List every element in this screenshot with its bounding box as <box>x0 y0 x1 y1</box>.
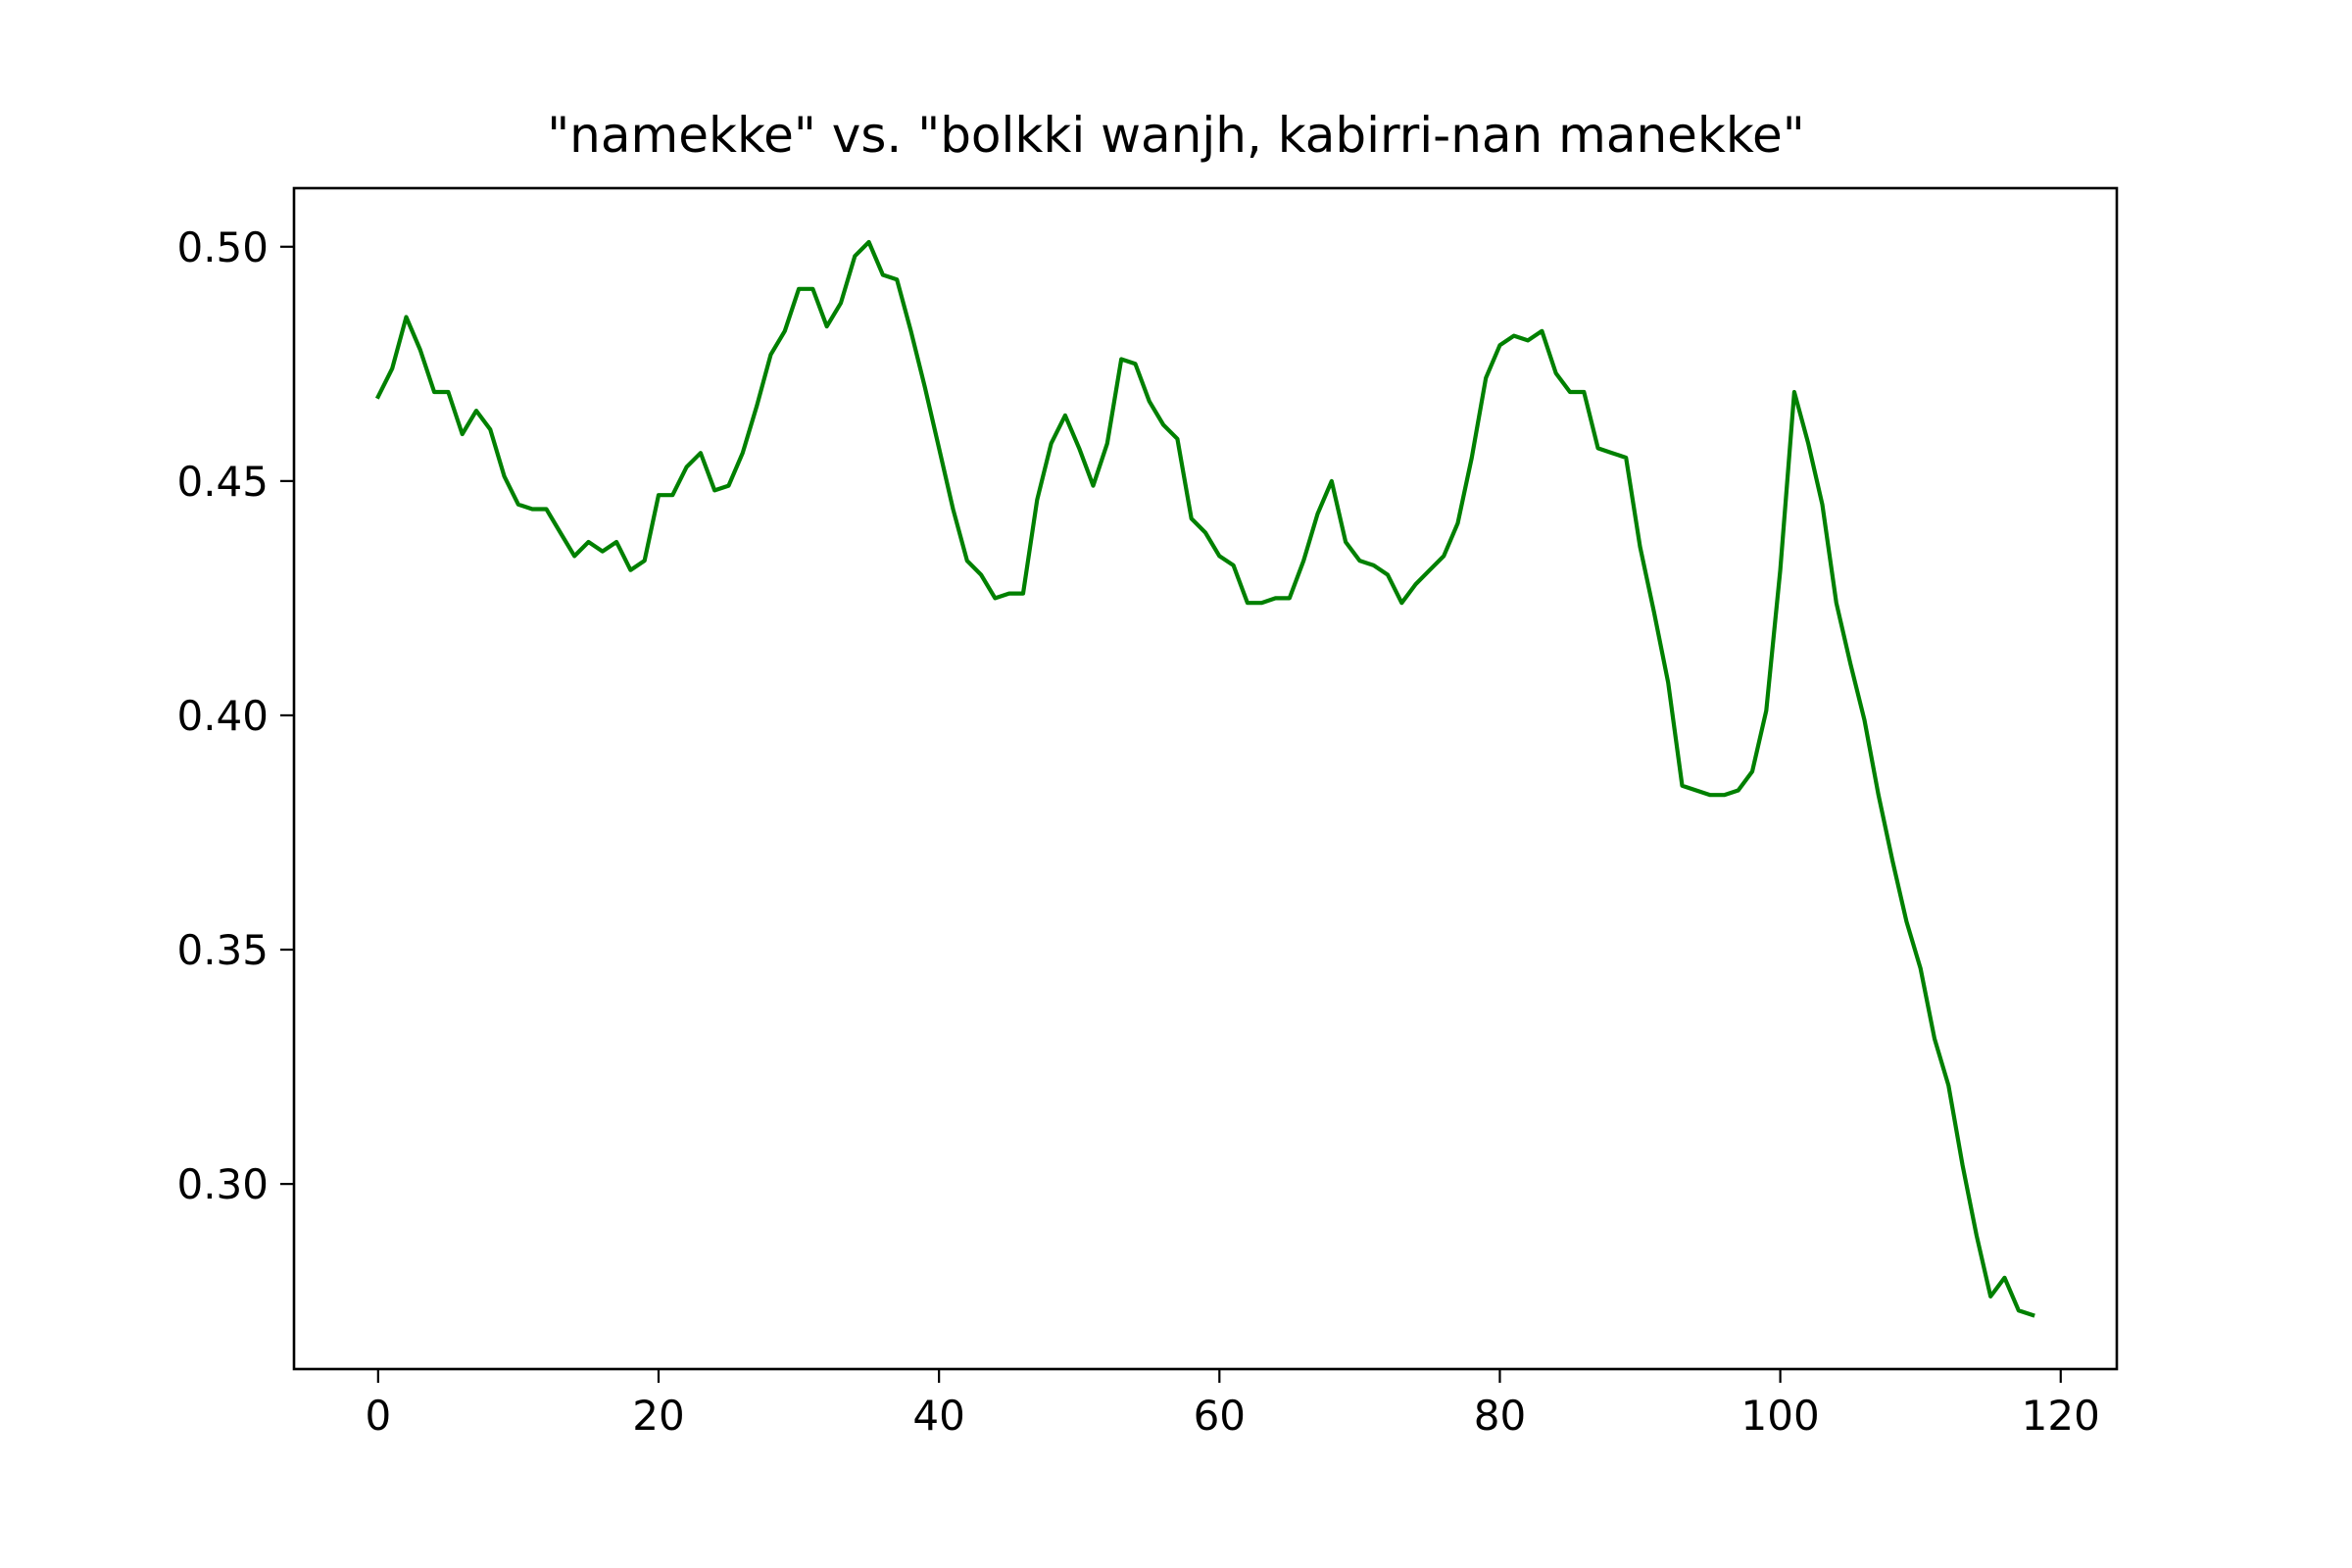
x-tick-label: 0 <box>365 1392 391 1440</box>
plot-layer <box>374 239 2035 1318</box>
y-tick-label: 0.35 <box>176 926 269 974</box>
chart-title: "namekke" vs. "bolkki wanjh, kabirri-nan… <box>547 107 1805 164</box>
plot-frame <box>292 186 2119 1371</box>
x-tick-label: 120 <box>2022 1392 2100 1440</box>
x-tick-label: 40 <box>912 1392 964 1440</box>
y-tick-label: 0.30 <box>176 1160 269 1208</box>
x-tick-label: 100 <box>1741 1392 1820 1440</box>
x-tick-label: 60 <box>1194 1392 1246 1440</box>
y-tick-label: 0.45 <box>176 458 269 506</box>
y-axis: 0.30 0.35 0.40 0.45 0.50 <box>176 223 294 1208</box>
x-tick-label: 80 <box>1474 1392 1526 1440</box>
series-line-0 <box>374 239 2035 1318</box>
x-tick-label: 20 <box>632 1392 684 1440</box>
x-axis: 0 20 40 60 80 100 120 <box>365 1369 2100 1440</box>
y-tick-label: 0.40 <box>176 692 269 740</box>
y-tick-label: 0.50 <box>176 223 269 271</box>
